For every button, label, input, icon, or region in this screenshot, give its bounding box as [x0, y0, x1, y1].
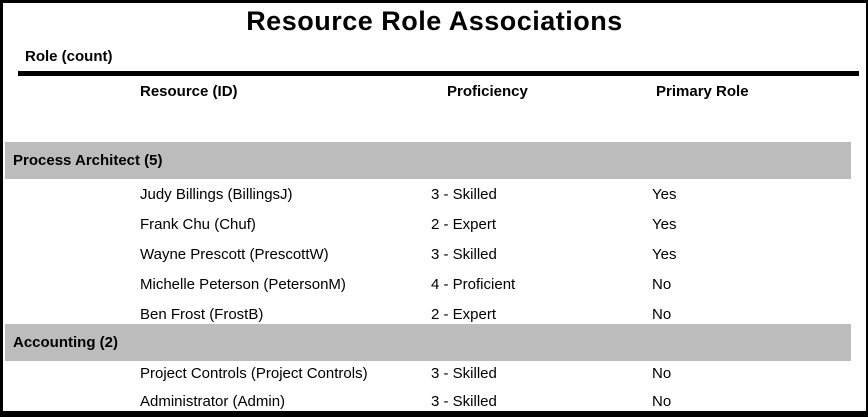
table-row: Ben Frost (FrostB) 2 - Expert No	[3, 300, 866, 330]
cell-primary-role: Yes	[652, 246, 677, 263]
cell-primary-role: Yes	[652, 186, 677, 203]
cell-resource: Administrator (Admin)	[140, 393, 286, 410]
cell-proficiency: 3 - Skilled	[431, 186, 497, 203]
cell-resource: Michelle Peterson (PetersonM)	[140, 276, 346, 293]
cell-proficiency: 3 - Skilled	[431, 393, 497, 410]
cell-proficiency: 3 - Skilled	[431, 246, 497, 263]
cell-resource: Frank Chu (Chuf)	[140, 216, 256, 233]
table-row: Wayne Prescott (PrescottW) 3 - Skilled Y…	[3, 240, 866, 270]
cell-proficiency: 3 - Skilled	[431, 365, 497, 382]
table-row: Judy Billings (BillingsJ) 3 - Skilled Ye…	[3, 180, 866, 210]
table-row: Frank Chu (Chuf) 2 - Expert Yes	[3, 210, 866, 240]
cell-primary-role: No	[652, 276, 672, 293]
group-header-accounting: Accounting (2)	[5, 324, 851, 361]
report-title: Resource Role Associations	[246, 6, 623, 36]
cell-primary-role: No	[652, 306, 672, 323]
cell-proficiency: 2 - Expert	[431, 306, 497, 323]
cell-primary-role: Yes	[652, 216, 677, 233]
cell-proficiency: 2 - Expert	[431, 216, 497, 233]
group-header-process-architect: Process Architect (5)	[5, 142, 851, 179]
cell-resource: Judy Billings (BillingsJ)	[140, 186, 293, 203]
cell-resource: Project Controls (Project Controls)	[140, 365, 368, 382]
cell-resource: Wayne Prescott (PrescottW)	[140, 246, 329, 263]
header-rule	[18, 71, 859, 76]
table-row: Administrator (Admin) 3 - Skilled No	[3, 387, 866, 411]
table-row: Project Controls (Project Controls) 3 - …	[3, 359, 866, 389]
cell-resource: Ben Frost (FrostB)	[140, 306, 264, 323]
cell-primary-role: No	[652, 365, 672, 382]
column-header-proficiency: Proficiency	[447, 83, 528, 100]
column-header-resource: Resource (ID)	[140, 83, 238, 100]
column-header-primary-role: Primary Role	[656, 83, 749, 100]
table-row: Michelle Peterson (PetersonM) 4 - Profic…	[3, 270, 866, 300]
cell-primary-role: No	[652, 393, 672, 410]
group-column-header: Role (count)	[25, 48, 113, 65]
cell-proficiency: 4 - Proficient	[431, 276, 516, 293]
